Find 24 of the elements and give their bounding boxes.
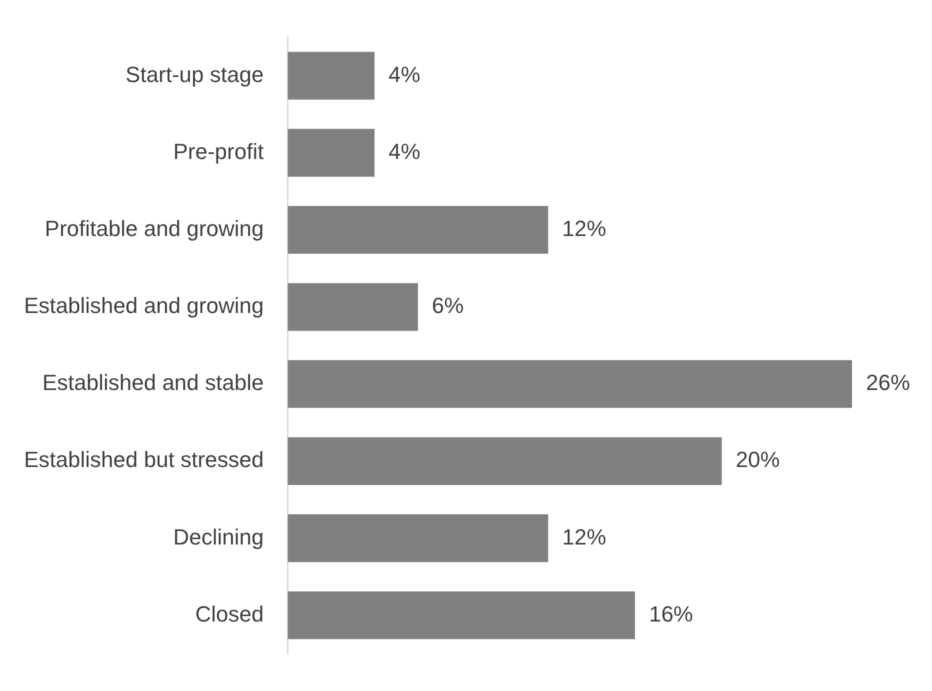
data-label: 12% bbox=[562, 524, 606, 550]
y-tick-label: Established and stable bbox=[42, 370, 264, 396]
data-label: 4% bbox=[388, 138, 420, 164]
y-tick-label: Established but stressed bbox=[24, 447, 264, 472]
data-label: 16% bbox=[648, 601, 694, 626]
y-tick-label: Start-up stage bbox=[126, 62, 264, 87]
bar bbox=[288, 360, 852, 408]
bar bbox=[288, 437, 722, 486]
bar bbox=[288, 514, 548, 562]
bar bbox=[288, 591, 635, 640]
bar bbox=[288, 128, 375, 177]
data-label: 26% bbox=[866, 370, 910, 396]
bar bbox=[288, 52, 375, 100]
data-label: 4% bbox=[388, 62, 420, 87]
data-label: 12% bbox=[562, 216, 606, 241]
y-tick-label: Profitable and growing bbox=[44, 216, 264, 241]
data-label: 20% bbox=[736, 447, 780, 472]
bar bbox=[288, 206, 548, 254]
y-tick-label: Established and growing bbox=[24, 293, 264, 318]
y-tick-label: Closed bbox=[195, 601, 264, 626]
data-label: 6% bbox=[432, 293, 464, 318]
y-tick-label: Declining bbox=[173, 524, 264, 550]
y-tick-label: Pre-profit bbox=[173, 138, 264, 164]
bar bbox=[288, 283, 418, 331]
